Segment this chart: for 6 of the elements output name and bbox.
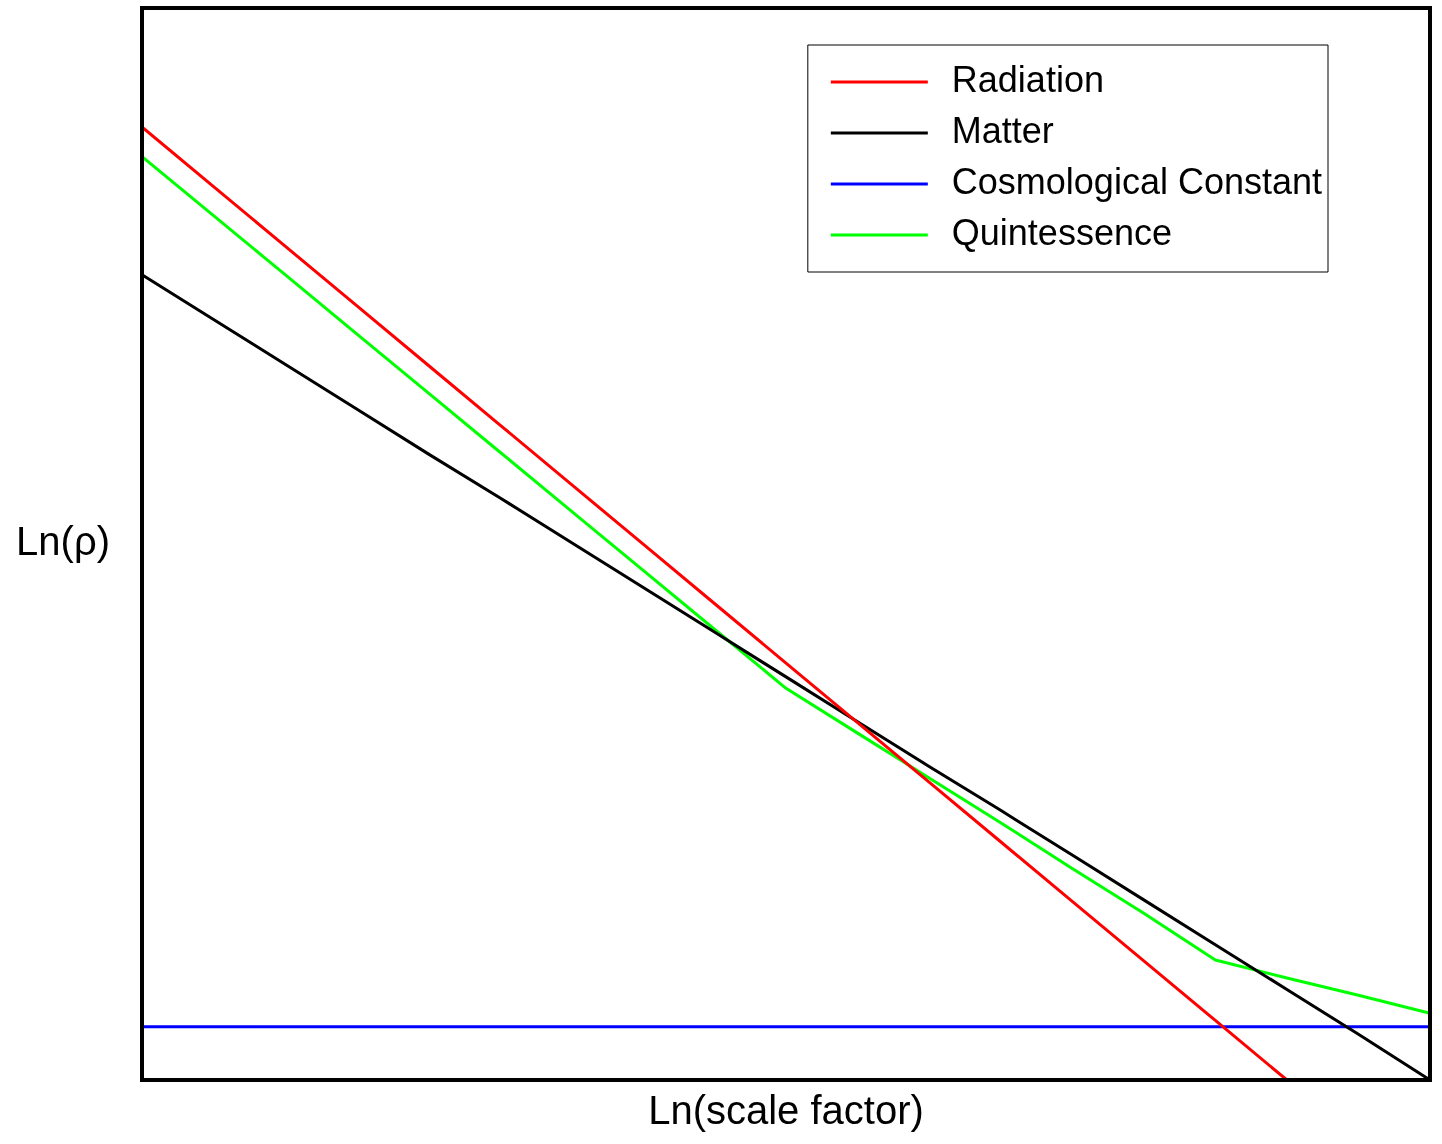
y-axis-title: Ln(ρ) xyxy=(16,519,110,564)
x-axis-title: Ln(scale factor) xyxy=(648,1088,924,1133)
legend-label: Cosmological Constant xyxy=(951,160,1323,202)
legend-label: Radiation xyxy=(951,58,1104,100)
legend-label: Matter xyxy=(951,109,1054,151)
legend-label: Quintessence xyxy=(951,211,1172,253)
